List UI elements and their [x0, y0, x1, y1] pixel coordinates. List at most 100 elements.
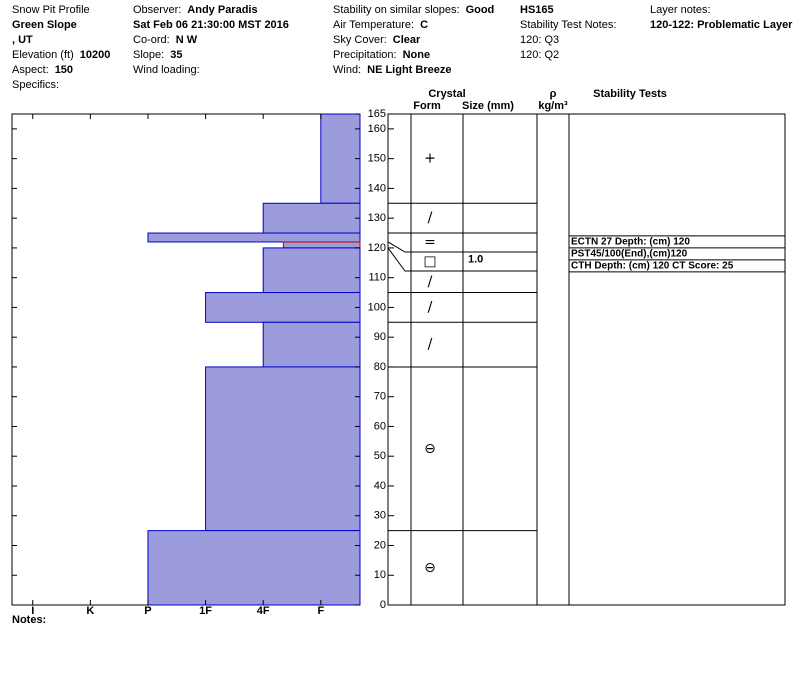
header-label: Stability Test Notes: [520, 19, 616, 31]
header-line: Wind: NE Light Breeze [333, 64, 451, 76]
x-tick-label: 4F [257, 605, 270, 617]
y-tick-label: 140 [368, 182, 386, 194]
header-value: None [403, 49, 431, 61]
header-value: 120-122: Problematic Layer [650, 19, 793, 31]
header-line: Wind loading: [133, 64, 200, 76]
y-tick-label: 50 [374, 450, 386, 462]
crystal-form: □ [423, 254, 436, 270]
header-label: 120: Q3 [520, 34, 559, 46]
header-label: Specifics: [12, 79, 59, 91]
header-label: Sky Cover: [333, 34, 387, 46]
header-value: Andy Paradis [187, 4, 257, 16]
column-header: kg/m³ [538, 100, 568, 112]
y-tick-label: 40 [374, 480, 386, 492]
crystal-form: / [428, 274, 433, 290]
y-tick-label: 30 [374, 510, 386, 522]
header-line: Co-ord: N W [133, 34, 198, 46]
crystal-form: / [428, 337, 433, 353]
hardness-layer [262, 202, 361, 234]
column-header: Form [413, 100, 441, 112]
header-line: 120: Q3 [520, 34, 559, 46]
crystal-form: = [424, 235, 436, 251]
header-line: 120-122: Problematic Layer [650, 19, 793, 31]
column-header: Crystal [428, 88, 465, 100]
stability-test: CTH Depth: (cm) 120 CT Score: 25 [571, 261, 734, 272]
y-tick-label: 90 [374, 331, 386, 343]
y-tick-label: 110 [368, 272, 386, 284]
y-tick-label: 0 [380, 599, 386, 611]
hardness-layer [262, 321, 361, 368]
layer-boundary [387, 241, 537, 253]
hardness-layer [205, 292, 361, 323]
header-value: NE Light Breeze [367, 64, 451, 76]
header-line: Layer notes: [650, 4, 711, 16]
header-label: Snow Pit Profile [12, 4, 90, 16]
header-line: Observer: Andy Paradis [133, 4, 258, 16]
header-line: Elevation (ft) 10200 [12, 49, 110, 61]
y-tick-label: 60 [374, 420, 386, 432]
header-label: Wind: [333, 64, 361, 76]
notes-label: Notes: [12, 614, 46, 626]
y-tick-label: 70 [374, 391, 386, 403]
header-line: Slope: 35 [133, 49, 182, 61]
header-line: Precipitation: None [333, 49, 430, 61]
header-line: Snow Pit Profile [12, 4, 90, 16]
header-label: Wind loading: [133, 64, 200, 76]
x-tick-label: 1F [199, 605, 212, 617]
header-label: Layer notes: [650, 4, 711, 16]
x-tick-label: F [317, 605, 324, 617]
header-value: N W [176, 34, 198, 46]
header-label: Stability on similar slopes: [333, 4, 460, 16]
header-line: 120: Q2 [520, 49, 559, 61]
column-header: Size (mm) [462, 100, 514, 112]
header-value: , UT [12, 34, 33, 46]
crystal-frame [387, 113, 786, 606]
header-value: HS165 [520, 4, 554, 16]
header-line: Air Temperature: C [333, 19, 428, 31]
hardness-layer [147, 530, 361, 606]
y-tick-label: 150 [368, 153, 386, 165]
x-tick-label: P [144, 605, 151, 617]
header-value: Sat Feb 06 21:30:00 MST 2016 [133, 19, 289, 31]
header-line: Green Slope [12, 19, 77, 31]
header-line: Stability on similar slopes: Good [333, 4, 494, 16]
header-value: Green Slope [12, 19, 77, 31]
y-tick-label: 120 [368, 242, 386, 254]
header-line: Sat Feb 06 21:30:00 MST 2016 [133, 19, 289, 31]
header-label: Aspect: [12, 64, 49, 76]
header-label: Observer: [133, 4, 181, 16]
header-line: , UT [12, 34, 33, 46]
y-tick-label: 100 [368, 301, 386, 313]
x-tick-label: K [86, 605, 94, 617]
y-tick-label: 160 [368, 123, 386, 135]
y-tick-label: 20 [374, 539, 386, 551]
crystal-form: / [428, 299, 433, 315]
crystal-form: ⊖ [424, 560, 436, 576]
hardness-layer [205, 366, 361, 532]
column-header: ρ [550, 88, 557, 100]
header-label: Precipitation: [333, 49, 397, 61]
crystal-form: / [428, 210, 433, 226]
hardness-layer [282, 241, 361, 249]
header-label: Air Temperature: [333, 19, 414, 31]
header-line: Sky Cover: Clear [333, 34, 421, 46]
header-label: Slope: [133, 49, 164, 61]
y-tick-label: 80 [374, 361, 386, 373]
crystal-size: 1.0 [468, 253, 483, 265]
header-line: Specifics: [12, 79, 59, 91]
header-value: 10200 [80, 49, 111, 61]
hardness-layer [147, 232, 361, 243]
stability-test: ECTN 27 Depth: (cm) 120 [571, 237, 690, 248]
hardness-layer [262, 247, 361, 294]
header-value: C [420, 19, 428, 31]
header-value: 150 [55, 64, 73, 76]
header-line: Stability Test Notes: [520, 19, 616, 31]
y-tick-label: 130 [368, 212, 386, 224]
stability-test: PST45/100(End),(cm)120 [571, 249, 688, 260]
header-value: Clear [393, 34, 421, 46]
layer-boundary [387, 247, 537, 272]
header-label: Elevation (ft) [12, 49, 74, 61]
crystal-form: ⊖ [424, 441, 436, 457]
header-label: Co-ord: [133, 34, 170, 46]
